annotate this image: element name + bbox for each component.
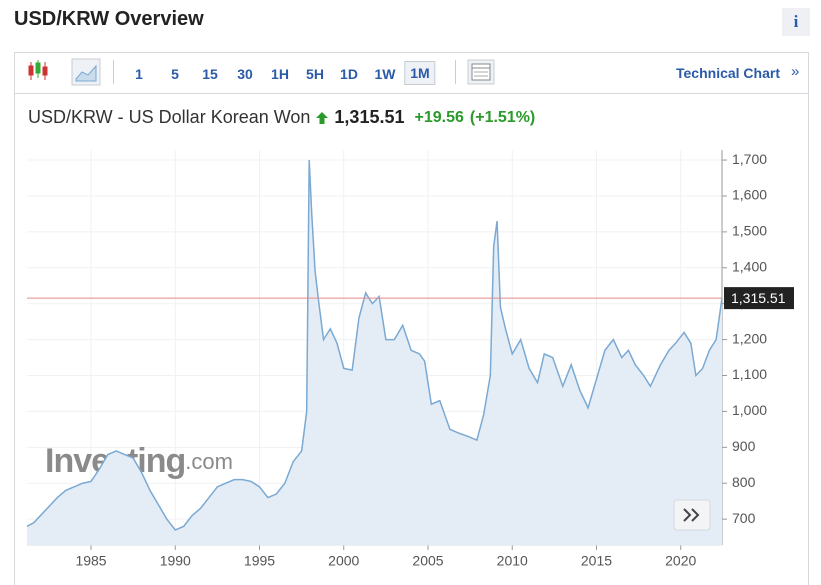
x-tick-label: 2000 — [328, 553, 359, 569]
price: 1,315.51 — [334, 107, 405, 127]
separator — [113, 60, 114, 84]
instrument-name: USD/KRW - US Dollar Korean Won — [28, 107, 311, 127]
separator — [455, 60, 456, 84]
watermark-suffix: .com — [185, 449, 233, 474]
candlestick-icon[interactable] — [28, 60, 48, 80]
x-tick-label: 2005 — [412, 553, 443, 569]
interval-button[interactable]: 1H — [271, 66, 289, 82]
page-title: USD/KRW Overview — [14, 8, 204, 30]
y-tick-label: 1,700 — [732, 151, 767, 167]
price-line — [26, 160, 723, 531]
interval-button[interactable]: 1D — [340, 66, 358, 82]
last-price-box — [724, 287, 794, 310]
interval-button[interactable]: 5H — [306, 66, 324, 82]
table-icon[interactable] — [467, 59, 495, 85]
up-arrow — [316, 111, 329, 124]
x-tick-label: 1990 — [160, 553, 191, 569]
x-tick-label: 2010 — [497, 553, 528, 569]
change-percent: (+1.51%) — [469, 108, 536, 126]
interval-button[interactable]: 15 — [202, 66, 218, 82]
last-price-label: 1,315.51 — [731, 290, 786, 306]
y-tick-label: 1,000 — [732, 402, 767, 418]
y-tick-label: 1,400 — [732, 258, 767, 274]
scroll-button[interactable] — [673, 499, 711, 531]
interval-button[interactable]: 1W — [374, 66, 396, 82]
y-tick-label: 700 — [732, 510, 756, 526]
area — [27, 160, 722, 546]
change: +19.56 — [414, 108, 464, 126]
y-tick-label: 1,200 — [732, 330, 767, 346]
x-tick-label: 1995 — [244, 553, 275, 569]
plot: 7008009001,0001,1001,2001,3001,4001,5001… — [26, 150, 794, 569]
area-chart-icon[interactable] — [71, 58, 101, 86]
interval-button[interactable]: 1 — [135, 66, 143, 82]
y-tick-label: 1,100 — [732, 366, 767, 382]
x-tick-label: 2020 — [665, 553, 696, 569]
x-tick-label: 2015 — [581, 553, 612, 569]
x-tick-label: 1985 — [75, 553, 106, 569]
y-tick-label: 1,500 — [732, 223, 767, 239]
interval-button[interactable]: 5 — [171, 66, 179, 82]
technical-chart-link[interactable]: Technical Chart — [676, 65, 780, 81]
y-tick-label: 800 — [732, 474, 756, 490]
interval-button[interactable]: 30 — [237, 66, 253, 82]
y-tick-label: 1,600 — [732, 187, 767, 203]
info-button[interactable]: i — [782, 8, 810, 36]
interval-button[interactable]: 1M — [404, 61, 436, 85]
quote-line: USD/KRW - US Dollar Korean Won 1,315.51 … — [28, 107, 535, 128]
y-tick-label: 900 — [732, 438, 756, 454]
more-arrow[interactable]: » — [791, 63, 800, 80]
chart-panel — [14, 52, 809, 585]
toolbar — [15, 53, 809, 94]
